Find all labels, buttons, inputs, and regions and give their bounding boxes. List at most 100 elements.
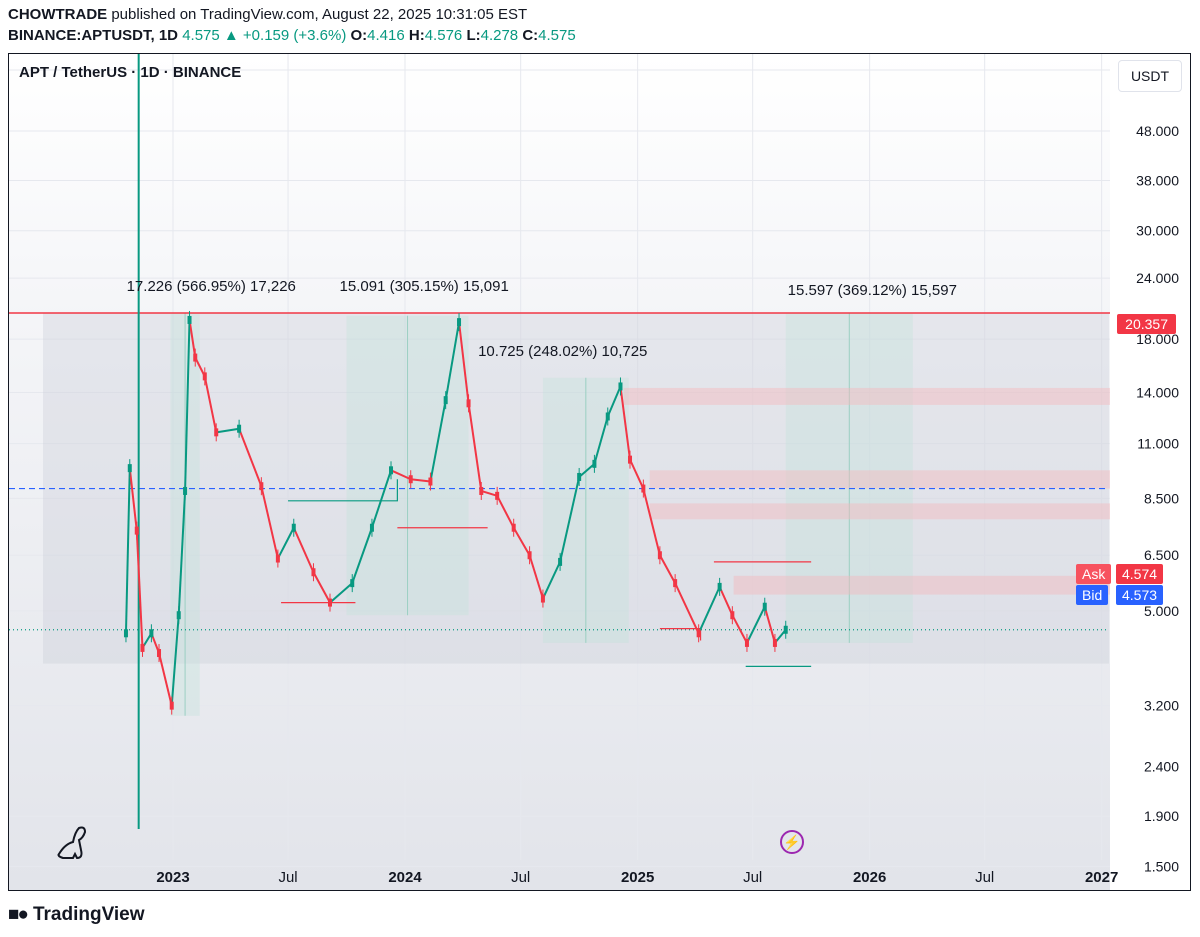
price-segment: [312, 571, 331, 604]
published-text: published on TradingView.com, August 22,…: [111, 6, 528, 23]
price-segment: [188, 319, 197, 358]
price-segment: [458, 322, 470, 404]
y-tick-label: 5.000: [1144, 603, 1179, 619]
tradingview-logo-icon: ■●: [8, 904, 29, 925]
candle-body: [176, 611, 181, 620]
candle-body: [123, 629, 128, 638]
price-segment: [619, 386, 631, 460]
price-segment: [177, 490, 187, 616]
measure-label: 17.226 (566.95%) 17,226: [127, 278, 296, 295]
candle-body: [134, 526, 139, 535]
candle-body: [527, 551, 532, 560]
candle-body: [783, 625, 788, 634]
lightning-icon[interactable]: ⚡: [780, 830, 804, 854]
x-tick-label: Jul: [278, 869, 297, 886]
plot-area[interactable]: [9, 54, 1110, 890]
price-segment: [158, 652, 173, 706]
price-segment: [238, 428, 263, 487]
x-tick-label: 2026: [853, 869, 886, 886]
price-segment: [351, 527, 373, 584]
candle-body: [558, 557, 563, 566]
price-segment: [512, 527, 531, 556]
y-tick-label: 30.000: [1136, 223, 1179, 239]
close-value: 4.575: [538, 27, 576, 44]
y-tick-label: 18.000: [1136, 331, 1179, 347]
price-segment: [606, 386, 622, 417]
price-segment: [593, 416, 609, 465]
candle-body: [457, 318, 462, 327]
y-tick-label: 11.000: [1137, 436, 1179, 452]
y-tick-label: 2.400: [1144, 759, 1179, 775]
chart-frame[interactable]: 80.00064.00048.00038.00030.00024.00018.0…: [8, 53, 1191, 891]
bid-price-tag: 4.573: [1116, 585, 1164, 605]
supply-zone: [649, 503, 1110, 520]
price-segment: [697, 586, 721, 634]
x-tick-label: Jul: [975, 869, 994, 886]
measure-label: 15.091 (305.15%) 15,091: [340, 278, 509, 295]
candle-body: [127, 464, 132, 473]
supply-zone: [623, 387, 1110, 405]
price-segment: [746, 606, 766, 644]
high-value: 4.576: [424, 27, 463, 44]
candle-body: [696, 629, 701, 638]
y-tick-label: 14.000: [1136, 384, 1179, 400]
price-segment: [559, 476, 581, 563]
author-name[interactable]: CHOWTRADE: [8, 6, 108, 23]
candle-body: [495, 491, 500, 500]
price-segment: [642, 488, 661, 556]
ohlc-legend: BINANCE:APTUSDT, 1D 4.575 ▲ +0.159 (+3.6…: [8, 27, 576, 44]
measure-label: 10.725 (248.02%) 10,725: [478, 343, 647, 360]
candle-body: [540, 594, 545, 603]
candle-body: [193, 353, 198, 362]
candle-body: [466, 399, 471, 408]
y-tick-label: 48.000: [1136, 123, 1179, 139]
publish-info: CHOWTRADE published on TradingView.com, …: [8, 6, 527, 23]
candle-body: [408, 475, 413, 484]
price-segment: [410, 478, 431, 483]
candle-body: [169, 701, 174, 710]
price-segment: [124, 468, 131, 634]
price-segment: [731, 614, 748, 644]
price-segment: [184, 319, 191, 491]
resistance-price-tag: 20.357: [1117, 314, 1176, 334]
brand-name: TradingView: [32, 904, 145, 925]
y-tick-label: 6.500: [1144, 547, 1179, 563]
last-price: 4.575: [182, 27, 220, 44]
symbol-title: APT / TetherUS · 1D · BINANCE: [19, 64, 242, 81]
dino-icon: [57, 826, 87, 860]
currency-button[interactable]: USDT: [1118, 60, 1182, 92]
price-segment: [429, 399, 447, 482]
price-segment: [528, 554, 544, 599]
chart-canvas[interactable]: 80.00064.00048.00038.00030.00024.00018.0…: [9, 54, 1190, 890]
candle-body: [628, 455, 633, 464]
sr-step-line: [288, 479, 398, 502]
candle-body: [479, 486, 484, 495]
candle-body: [275, 554, 280, 563]
candle-body: [389, 466, 394, 475]
bid-label: Bid: [1076, 585, 1109, 605]
candle-body: [618, 382, 623, 391]
price-segment: [128, 468, 138, 531]
candle-body: [511, 523, 516, 532]
price-segment: [444, 321, 461, 401]
open-label: O:: [350, 27, 368, 44]
candle-body: [149, 629, 154, 638]
candle-body: [327, 598, 332, 607]
candle-body: [187, 315, 192, 324]
candle-body: [577, 472, 582, 481]
x-tick-label: 2027: [1085, 869, 1118, 886]
y-tick-label: 1.500: [1144, 858, 1179, 874]
price-segment: [276, 527, 295, 559]
candle-body: [259, 482, 264, 491]
price-segment: [203, 376, 218, 433]
price-segment: [659, 554, 677, 584]
candle-body: [183, 486, 188, 495]
price-axis[interactable]: [1110, 54, 1190, 890]
candle-body: [641, 484, 646, 493]
price-segment: [170, 615, 180, 706]
candle-body: [762, 602, 767, 611]
tradingview-brand[interactable]: ■● TradingView: [8, 904, 145, 926]
ask-label: Ask: [1076, 564, 1112, 584]
candle-body: [157, 649, 162, 658]
x-tick-label: Jul: [743, 869, 762, 886]
